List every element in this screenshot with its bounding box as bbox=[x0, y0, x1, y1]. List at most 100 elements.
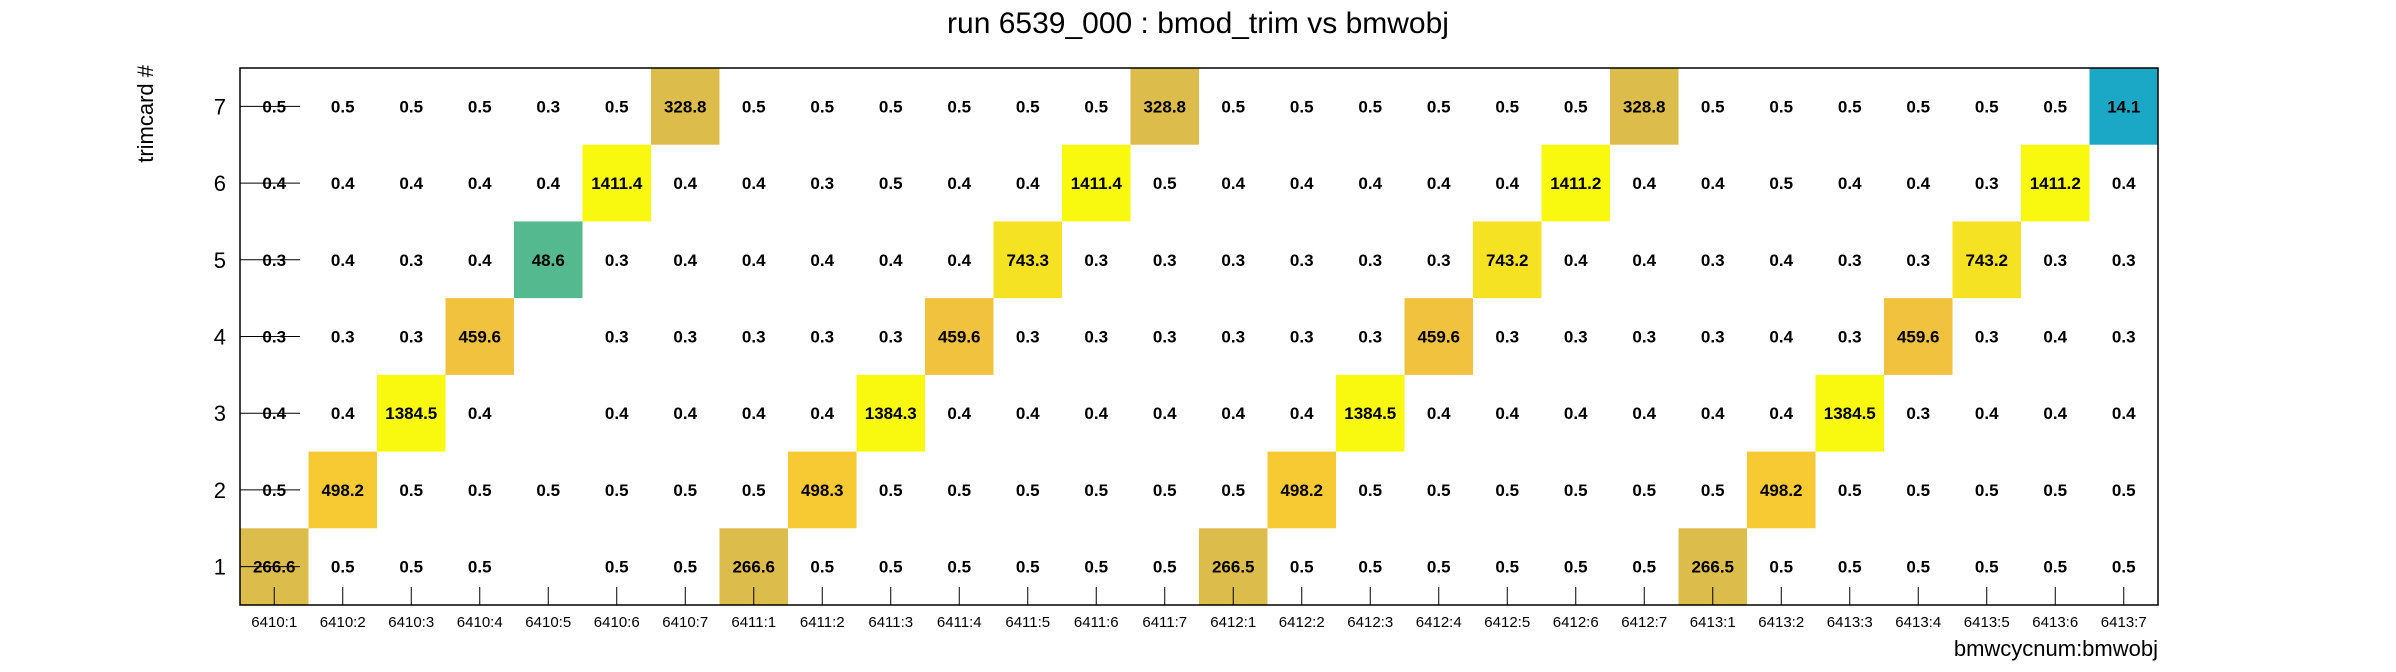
cell-value-label: 0.4 bbox=[536, 174, 560, 193]
cell-value-label: 0.5 bbox=[1084, 97, 1108, 116]
x-tick-label: 6413:5 bbox=[1964, 614, 2010, 631]
cell-value-label: 0.3 bbox=[1632, 328, 1656, 347]
cell-value-label: 0.3 bbox=[1153, 328, 1177, 347]
heatmap-cell bbox=[2089, 68, 2158, 145]
cell-value-label: 0.5 bbox=[399, 97, 423, 116]
cell-value-label: 0.5 bbox=[1975, 558, 1999, 577]
cell-value-label: 0.3 bbox=[262, 251, 286, 270]
heatmap-cell bbox=[1884, 298, 1953, 375]
cell-value-label: 0.5 bbox=[1084, 558, 1108, 577]
cell-value-label: 1411.2 bbox=[2030, 174, 2081, 193]
y-axis-label: trimcard # bbox=[133, 64, 158, 163]
cell-value-label: 0.5 bbox=[1701, 97, 1725, 116]
cell-value-label: 0.4 bbox=[1290, 174, 1314, 193]
cell-value-label: 0.3 bbox=[331, 328, 355, 347]
x-tick-label: 6413:6 bbox=[2032, 614, 2078, 631]
cell-value-label: 0.3 bbox=[1290, 328, 1314, 347]
cell-value-label: 0.4 bbox=[1495, 404, 1519, 423]
cell-value-label: 0.4 bbox=[1153, 404, 1177, 423]
cell-value-label: 0.5 bbox=[1016, 97, 1040, 116]
cell-value-label: 1384.5 bbox=[385, 404, 437, 423]
cell-value-label: 0.4 bbox=[468, 174, 492, 193]
cell-value-label: 0.3 bbox=[2043, 251, 2067, 270]
cell-value-label: 266.5 bbox=[1212, 558, 1255, 577]
cell-value-label: 0.5 bbox=[1016, 481, 1040, 500]
cell-value-label: 0.4 bbox=[605, 404, 629, 423]
cell-value-label: 0.4 bbox=[742, 404, 766, 423]
cell-value-label: 0.3 bbox=[399, 251, 423, 270]
cell-value-label: 0.4 bbox=[1906, 174, 1930, 193]
heatmap-cell bbox=[651, 68, 720, 145]
cell-value-label: 328.8 bbox=[1143, 97, 1186, 116]
y-tick-label: 2 bbox=[214, 478, 226, 503]
x-tick-label: 6412:5 bbox=[1484, 614, 1530, 631]
cell-value-label: 0.4 bbox=[1769, 251, 1793, 270]
cell-value-label: 0.5 bbox=[1906, 481, 1930, 500]
cell-value-label: 0.4 bbox=[331, 404, 355, 423]
cell-value-label: 0.4 bbox=[1016, 174, 1040, 193]
cell-value-label: 0.4 bbox=[2112, 174, 2136, 193]
cell-value-label: 743.2 bbox=[1486, 251, 1529, 270]
cell-value-label: 0.3 bbox=[1358, 328, 1382, 347]
cell-value-label: 0.5 bbox=[1975, 97, 1999, 116]
cell-value-label: 0.5 bbox=[536, 481, 560, 500]
cell-value-label: 0.5 bbox=[742, 97, 766, 116]
cell-value-label: 14.1 bbox=[2107, 97, 2140, 116]
cell-value-label: 498.2 bbox=[1760, 481, 1803, 500]
y-axis: 1 2 3 4 5 6 7 bbox=[214, 94, 300, 580]
cell-value-label: 0.4 bbox=[1427, 174, 1451, 193]
cell-value-label: 1384.5 bbox=[1824, 404, 1876, 423]
cell-value-label: 0.4 bbox=[1632, 251, 1656, 270]
x-tick-label: 6410:5 bbox=[525, 614, 571, 631]
cell-value-label: 498.3 bbox=[801, 481, 844, 500]
cell-value-label: 0.5 bbox=[468, 481, 492, 500]
cell-value-label: 0.3 bbox=[879, 328, 903, 347]
cell-value-label: 0.4 bbox=[1495, 174, 1519, 193]
cell-value-label: 0.4 bbox=[1564, 251, 1588, 270]
cell-value-label: 0.5 bbox=[2112, 558, 2136, 577]
cell-value-label: 266.6 bbox=[732, 558, 775, 577]
cell-value-label: 0.5 bbox=[1221, 97, 1245, 116]
y-tick-label: 7 bbox=[214, 94, 226, 119]
cell-value-label: 0.5 bbox=[1427, 481, 1451, 500]
chart-title: run 6539_000 : bmod_trim vs bmwobj bbox=[947, 7, 1449, 40]
cell-value-label: 0.5 bbox=[947, 558, 971, 577]
cell-value-label: 0.5 bbox=[1358, 97, 1382, 116]
x-tick-label: 6410:2 bbox=[320, 614, 366, 631]
cell-value-label: 0.5 bbox=[2043, 558, 2067, 577]
cell-value-label: 0.3 bbox=[1701, 251, 1725, 270]
cell-value-label: 0.4 bbox=[2043, 328, 2067, 347]
cell-value-label: 0.5 bbox=[605, 558, 629, 577]
cell-value-label: 0.5 bbox=[262, 97, 286, 116]
heatmap-cell bbox=[377, 374, 446, 452]
cell-value-label: 0.3 bbox=[1153, 251, 1177, 270]
cell-value-label: 0.3 bbox=[1906, 251, 1930, 270]
heatmap-cell bbox=[308, 451, 377, 529]
cell-value-label: 266.5 bbox=[1691, 558, 1734, 577]
cell-value-label: 0.3 bbox=[536, 97, 560, 116]
cell-value-label: 0.4 bbox=[2043, 404, 2067, 423]
x-tick-label: 6411:3 bbox=[868, 614, 913, 631]
cell-value-label: 459.6 bbox=[1417, 328, 1460, 347]
cell-value-label: 743.3 bbox=[1006, 251, 1049, 270]
cell-value-label: 0.5 bbox=[1701, 481, 1725, 500]
cell-value-label: 0.5 bbox=[331, 97, 355, 116]
cell-value-label: 0.5 bbox=[879, 481, 903, 500]
cell-value-label: 1411.4 bbox=[1071, 174, 1123, 193]
heatmap-cell bbox=[788, 451, 857, 529]
heatmap-cells bbox=[240, 68, 2158, 605]
cell-value-label: 0.5 bbox=[399, 481, 423, 500]
cell-value-label: 0.5 bbox=[1769, 97, 1793, 116]
cell-value-label: 0.4 bbox=[810, 404, 834, 423]
cell-value-label: 0.5 bbox=[1290, 558, 1314, 577]
heatmap-cell bbox=[925, 298, 994, 375]
cell-value-label: 0.4 bbox=[1016, 404, 1040, 423]
cell-value-label: 0.5 bbox=[468, 97, 492, 116]
cell-value-label: 0.4 bbox=[742, 251, 766, 270]
cell-value-label: 0.5 bbox=[605, 97, 629, 116]
cell-value-label: 0.4 bbox=[1564, 404, 1588, 423]
cell-value-label: 0.5 bbox=[2043, 481, 2067, 500]
cell-value-label: 0.5 bbox=[1427, 558, 1451, 577]
cell-value-label: 0.3 bbox=[810, 174, 834, 193]
cell-value-label: 0.4 bbox=[673, 404, 697, 423]
